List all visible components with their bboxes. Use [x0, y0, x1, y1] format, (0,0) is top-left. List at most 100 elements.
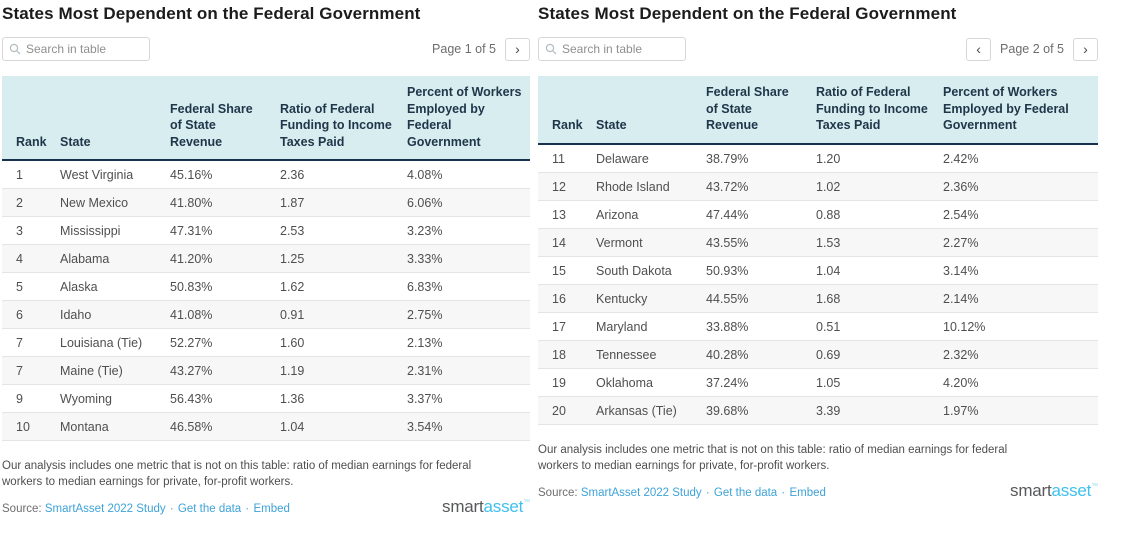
- cell-percent-workers: 2.75%: [407, 300, 530, 329]
- get-the-data-link[interactable]: Get the data: [713, 486, 778, 499]
- link-separator: ·: [245, 503, 250, 515]
- cell-state: New Mexico: [60, 188, 170, 217]
- column-header-percent-workers: Percent of Workers Employed by Federal G…: [943, 76, 1098, 145]
- column-header-federal-share: Federal Share of State Revenue: [170, 76, 280, 161]
- smartasset-logo[interactable]: smartasset™: [1010, 482, 1098, 499]
- toolbar: Page 1 of 5 ›: [2, 37, 530, 61]
- data-table: Rank State Federal Share of State Revenu…: [538, 76, 1098, 425]
- cell-ratio: 0.91: [280, 300, 407, 329]
- cell-state: South Dakota: [596, 256, 706, 285]
- cell-percent-workers: 2.32%: [943, 340, 1098, 369]
- cell-ratio: 1.19: [280, 356, 407, 385]
- analysis-note: Our analysis includes one metric that is…: [538, 443, 1008, 472]
- cell-rank: 19: [538, 368, 596, 397]
- cell-state: Alabama: [60, 244, 170, 273]
- cell-rank: 2: [2, 188, 60, 217]
- get-the-data-link[interactable]: Get the data: [177, 503, 242, 515]
- cell-percent-workers: 3.37%: [407, 384, 530, 413]
- cell-percent-workers: 2.14%: [943, 284, 1098, 313]
- table-row: 20 Arkansas (Tie) 39.68% 3.39 1.97%: [538, 396, 1098, 425]
- column-header-ratio: Ratio of Federal Funding to Income Taxes…: [280, 76, 407, 161]
- source-label: Source:: [538, 486, 578, 499]
- cell-percent-workers: 2.31%: [407, 356, 530, 385]
- cell-state: Arizona: [596, 200, 706, 229]
- cell-ratio: 0.69: [816, 340, 943, 369]
- column-header-percent-workers: Percent of Workers Employed by Federal G…: [407, 76, 530, 161]
- cell-rank: 5: [2, 272, 60, 301]
- cell-ratio: 1.02: [816, 172, 943, 201]
- cell-rank: 7: [2, 328, 60, 357]
- cell-federal-share: 45.16%: [170, 160, 280, 189]
- analysis-note: Our analysis includes one metric that is…: [2, 460, 472, 488]
- cell-rank: 1: [2, 160, 60, 189]
- cell-rank: 18: [538, 340, 596, 369]
- cell-federal-share: 46.58%: [170, 412, 280, 441]
- embed-link[interactable]: Embed: [789, 486, 826, 499]
- cell-percent-workers: 2.36%: [943, 172, 1098, 201]
- search-box[interactable]: [538, 37, 686, 61]
- cell-federal-share: 43.72%: [706, 172, 816, 201]
- embed-link[interactable]: Embed: [253, 503, 290, 515]
- search-icon: [545, 43, 557, 55]
- cell-rank: 11: [538, 143, 596, 173]
- cell-ratio: 2.53: [280, 216, 407, 245]
- cell-state: Vermont: [596, 228, 706, 257]
- pagination: Page 1 of 5 ›: [432, 37, 530, 61]
- cell-percent-workers: 2.27%: [943, 228, 1098, 257]
- cell-federal-share: 41.80%: [170, 188, 280, 217]
- cell-ratio: 1.87: [280, 188, 407, 217]
- table-row: 5 Alaska 50.83% 1.62 6.83%: [2, 272, 530, 301]
- search-input[interactable]: [26, 42, 143, 56]
- logo-text-asset: asset: [1051, 480, 1092, 500]
- cell-rank: 13: [538, 200, 596, 229]
- cell-federal-share: 33.88%: [706, 312, 816, 341]
- table-row: 13 Arizona 47.44% 0.88 2.54%: [538, 200, 1098, 229]
- table-row: 10 Montana 46.58% 1.04 3.54%: [2, 412, 530, 441]
- page-title: States Most Dependent on the Federal Gov…: [538, 4, 957, 23]
- smartasset-logo[interactable]: smartasset™: [442, 498, 530, 515]
- cell-percent-workers: 1.97%: [943, 396, 1098, 425]
- cell-percent-workers: 2.13%: [407, 328, 530, 357]
- table-row: 19 Oklahoma 37.24% 1.05 4.20%: [538, 368, 1098, 397]
- cell-rank: 16: [538, 284, 596, 313]
- source-study-link[interactable]: SmartAsset 2022 Study: [44, 503, 166, 515]
- next-page-button[interactable]: ›: [1073, 37, 1098, 61]
- table-row: 9 Wyoming 56.43% 1.36 3.37%: [2, 384, 530, 413]
- cell-ratio: 1.36: [280, 384, 407, 413]
- next-page-button[interactable]: ›: [505, 37, 530, 61]
- cell-ratio: 1.68: [816, 284, 943, 313]
- cell-rank: 15: [538, 256, 596, 285]
- table-body: 1 West Virginia 45.16% 2.36 4.08% 2 New Mexico…: [2, 160, 530, 441]
- cell-percent-workers: 3.33%: [407, 244, 530, 273]
- table-body: 11 Delaware 38.79% 1.20 2.42% 12 Rhode Island 4…: [538, 143, 1098, 425]
- cell-rank: 4: [2, 244, 60, 273]
- cell-rank: 9: [2, 384, 60, 413]
- cell-state: Montana: [60, 412, 170, 441]
- search-icon: [9, 43, 21, 55]
- page: States Most Dependent on the Federal Gov…: [2, 4, 1098, 515]
- cell-federal-share: 40.28%: [706, 340, 816, 369]
- table-row: 4 Alabama 41.20% 1.25 3.33%: [2, 244, 530, 273]
- cell-rank: 17: [538, 312, 596, 341]
- column-header-state: State: [60, 76, 170, 161]
- search-box[interactable]: [2, 37, 150, 61]
- cell-percent-workers: 2.42%: [943, 143, 1098, 173]
- page-indicator: Page 1 of 5: [432, 42, 496, 56]
- table-row: 1 West Virginia 45.16% 2.36 4.08%: [2, 160, 530, 189]
- link-separator: ·: [705, 486, 710, 499]
- cell-state: Idaho: [60, 300, 170, 329]
- cell-ratio: 1.53: [816, 228, 943, 257]
- cell-state: Maine (Tie): [60, 356, 170, 385]
- search-input[interactable]: [562, 42, 679, 56]
- source-study-link[interactable]: SmartAsset 2022 Study: [580, 486, 702, 499]
- table-row: 3 Mississippi 47.31% 2.53 3.23%: [2, 216, 530, 245]
- logo-text-smart: smart: [442, 497, 484, 516]
- cell-rank: 6: [2, 300, 60, 329]
- toolbar: ‹ Page 2 of 5 ›: [538, 37, 1098, 61]
- cell-federal-share: 56.43%: [170, 384, 280, 413]
- previous-page-button[interactable]: ‹: [966, 37, 992, 61]
- footer-row: Source: SmartAsset 2022 Study · Get the …: [2, 498, 530, 515]
- column-header-state: State: [596, 76, 706, 145]
- cell-state: Arkansas (Tie): [596, 396, 706, 425]
- cell-percent-workers: 10.12%: [943, 312, 1098, 341]
